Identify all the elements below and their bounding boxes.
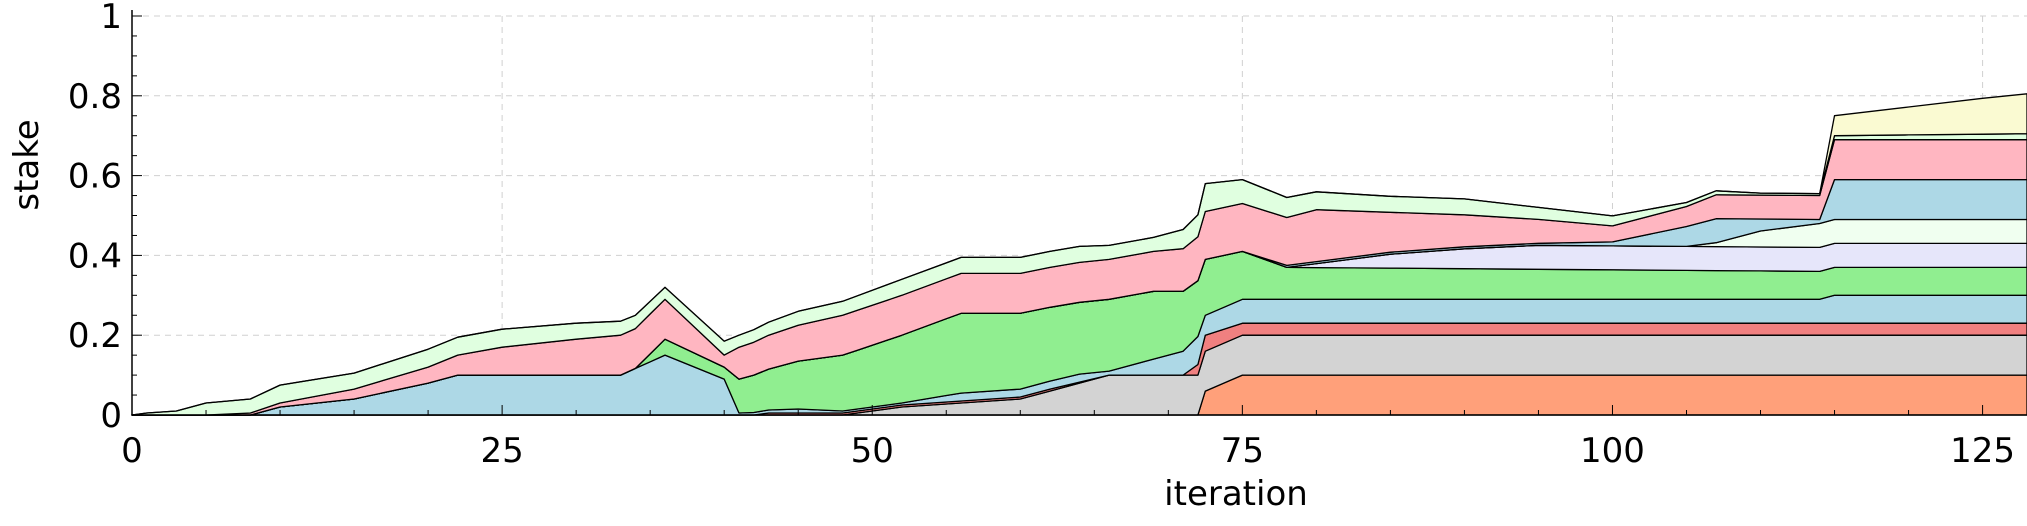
x-tick-label-3: 75 xyxy=(1221,431,1264,471)
area-bands xyxy=(131,93,2027,416)
y-tick-label-2: 0.4 xyxy=(68,236,122,276)
y-tick-label-1: 0.2 xyxy=(68,316,122,356)
x-tick-label-2: 50 xyxy=(851,431,894,471)
y-tick-label-0: 0 xyxy=(100,396,122,436)
y-tick-label-5: 1 xyxy=(100,0,122,37)
x-tick-label-1: 25 xyxy=(480,431,523,471)
area-band-10 xyxy=(131,93,2027,416)
axes xyxy=(131,10,2027,416)
x-tick-labels: 0 25 50 75 100 125 xyxy=(121,431,2015,471)
x-tick-label-0: 0 xyxy=(121,431,143,471)
y-tick-labels: 0 0.2 0.4 0.6 0.8 1 xyxy=(68,0,122,436)
x-tick-label-5: 125 xyxy=(1950,431,2015,471)
y-tick-label-4: 0.8 xyxy=(68,77,122,117)
x-axis-label: iteration xyxy=(1164,474,1308,514)
y-tick-label-3: 0.6 xyxy=(68,157,122,197)
x-tick-label-4: 100 xyxy=(1580,431,1645,471)
y-axis-label: stake xyxy=(7,119,47,210)
